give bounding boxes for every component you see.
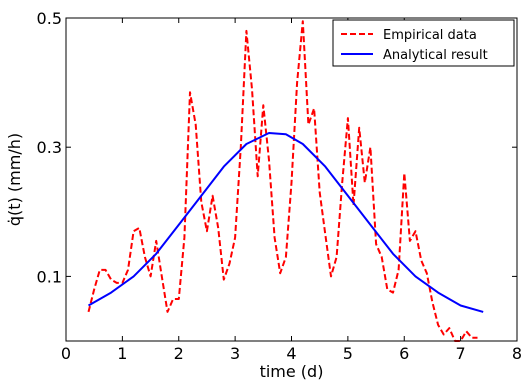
x-tick-label: 0: [61, 344, 71, 363]
x-tick-label: 1: [117, 344, 127, 363]
y-tick-label: 0.5: [37, 9, 62, 28]
y-tick-label: 0.1: [37, 267, 62, 286]
x-tick-label: 8: [512, 344, 522, 363]
axes-frame: [65, 17, 518, 342]
x-tick-label: 4: [286, 344, 296, 363]
x-tick-label: 5: [343, 344, 353, 363]
legend-box: [332, 19, 515, 67]
y-tick-label: 0.3: [37, 138, 62, 157]
x-tick-label: 6: [399, 344, 409, 363]
x-tick-label: 3: [230, 344, 240, 363]
x-tick-label: 2: [174, 344, 184, 363]
legend: Empirical data Analytical result: [332, 19, 515, 67]
series-line-empirical: [87, 20, 478, 342]
y-axis-label: q̇(t) (mm/h): [5, 133, 24, 226]
ticks-layer: 0 1 2 3 4 5 6 7 8 0.1 0.3 0.5: [37, 9, 523, 363]
legend-label-empirical: Empirical data: [383, 28, 477, 43]
x-axis-label: time (d): [260, 362, 324, 381]
series-layer: [87, 20, 484, 342]
series-line-analytical: [88, 132, 484, 313]
x-tick-label: 7: [456, 344, 466, 363]
legend-label-analytical: Analytical result: [383, 48, 488, 63]
